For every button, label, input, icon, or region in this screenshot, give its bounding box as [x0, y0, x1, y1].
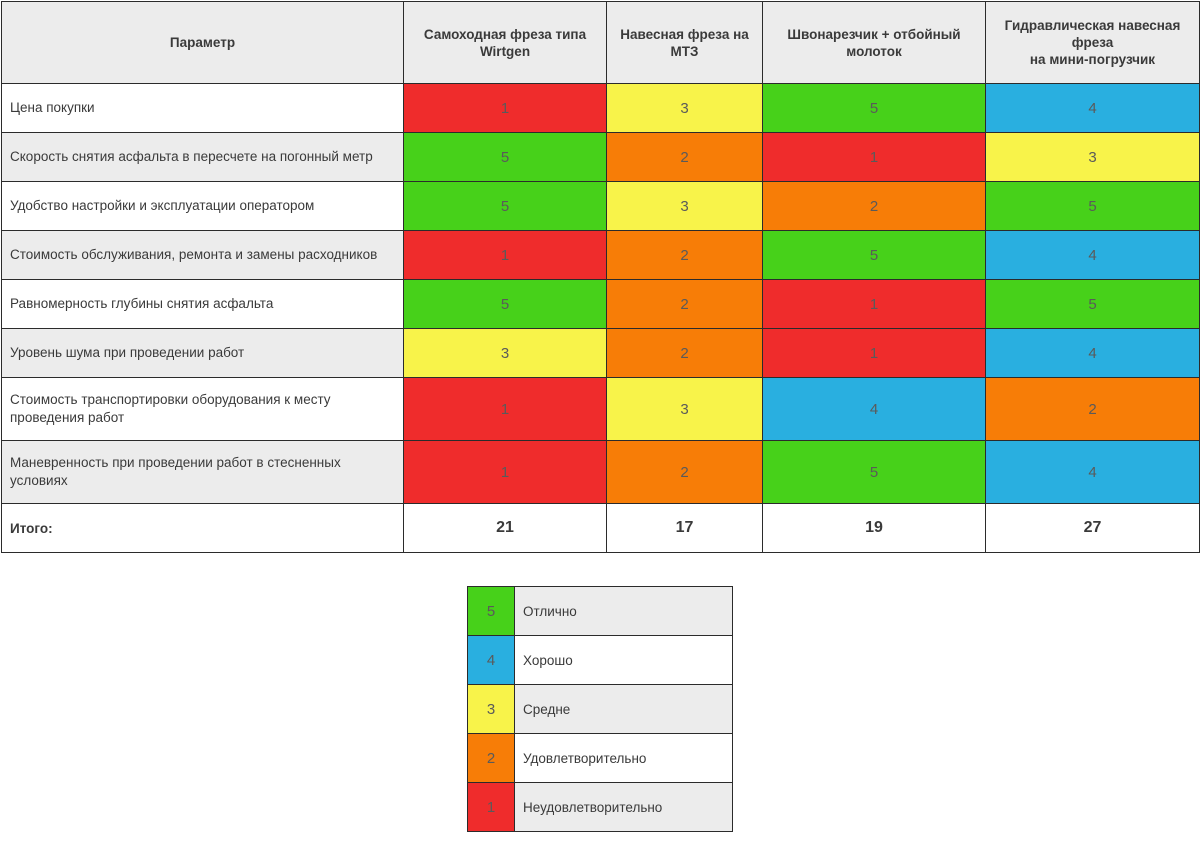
- score-cell: 1: [403, 83, 607, 133]
- score-cell: 1: [403, 377, 607, 441]
- score-cell: 5: [762, 440, 986, 504]
- score-cell: 2: [762, 181, 986, 231]
- legend-value: 4: [467, 635, 515, 685]
- legend-row: 5 Отлично: [467, 586, 733, 636]
- score-cell: 5: [403, 279, 607, 329]
- legend-value: 5: [467, 586, 515, 636]
- header-mtz: Навесная фреза на МТЗ: [606, 1, 763, 84]
- legend-value: 3: [467, 684, 515, 734]
- score-cell: 5: [985, 181, 1200, 231]
- score-cell: 2: [606, 132, 763, 182]
- score-cell: 4: [985, 230, 1200, 280]
- total-cell: 19: [762, 503, 986, 553]
- comparison-table: Параметр Самоходная фреза типа Wirtgen Н…: [1, 1, 1200, 553]
- table-row: Стоимость транспортировки оборудования к…: [1, 377, 1200, 441]
- table-row: Равномерность глубины снятия асфальта 5 …: [1, 279, 1200, 329]
- legend-value: 2: [467, 733, 515, 783]
- header-wirtgen: Самоходная фреза типа Wirtgen: [403, 1, 607, 84]
- score-cell: 4: [985, 328, 1200, 378]
- score-cell: 1: [403, 230, 607, 280]
- score-cell: 3: [403, 328, 607, 378]
- totals-row: Итого: 21 17 19 27: [1, 503, 1200, 553]
- legend-table: 5 Отлично 4 Хорошо 3 Средне 2 Удовлетвор…: [467, 586, 733, 832]
- param-cell: Стоимость транспортировки оборудования к…: [1, 377, 404, 441]
- score-cell: 1: [762, 328, 986, 378]
- legend-row: 1 Неудовлетворительно: [467, 782, 733, 832]
- header-seam-cutter: Швонарезчик + отбойный молоток: [762, 1, 986, 84]
- legend-row: 2 Удовлетворительно: [467, 733, 733, 783]
- table-row: Удобство настройки и эксплуатации операт…: [1, 181, 1200, 231]
- total-cell: 27: [985, 503, 1200, 553]
- table-row: Маневренность при проведении работ в сте…: [1, 440, 1200, 504]
- param-cell: Уровень шума при проведении работ: [1, 328, 404, 378]
- score-cell: 1: [762, 132, 986, 182]
- score-cell: 5: [403, 132, 607, 182]
- score-cell: 1: [762, 279, 986, 329]
- header-parameter: Параметр: [1, 1, 404, 84]
- total-cell: 17: [606, 503, 763, 553]
- score-cell: 4: [762, 377, 986, 441]
- score-cell: 2: [606, 230, 763, 280]
- score-cell: 5: [403, 181, 607, 231]
- header-row: Параметр Самоходная фреза типа Wirtgen Н…: [1, 1, 1200, 84]
- legend-label: Отлично: [514, 586, 733, 636]
- param-cell: Скорость снятия асфальта в пересчете на …: [1, 132, 404, 182]
- score-cell: 4: [985, 440, 1200, 504]
- total-cell: 21: [403, 503, 607, 553]
- score-cell: 2: [985, 377, 1200, 441]
- score-cell: 4: [985, 83, 1200, 133]
- legend-label: Хорошо: [514, 635, 733, 685]
- param-cell: Цена покупки: [1, 83, 404, 133]
- score-cell: 5: [762, 230, 986, 280]
- legend-label: Удовлетворительно: [514, 733, 733, 783]
- score-cell: 3: [606, 377, 763, 441]
- legend-value: 1: [467, 782, 515, 832]
- legend-label: Средне: [514, 684, 733, 734]
- table-row: Уровень шума при проведении работ 3 2 1 …: [1, 328, 1200, 378]
- score-cell: 2: [606, 440, 763, 504]
- legend-label: Неудовлетворительно: [514, 782, 733, 832]
- legend-row: 3 Средне: [467, 684, 733, 734]
- header-hydraulic: Гидравлическая навесная фреза на мини-пог…: [985, 1, 1200, 84]
- param-cell: Равномерность глубины снятия асфальта: [1, 279, 404, 329]
- score-cell: 3: [606, 181, 763, 231]
- score-cell: 3: [985, 132, 1200, 182]
- table-row: Цена покупки 1 3 5 4: [1, 83, 1200, 133]
- legend-row: 4 Хорошо: [467, 635, 733, 685]
- param-cell: Стоимость обслуживания, ремонта и замены…: [1, 230, 404, 280]
- score-cell: 5: [762, 83, 986, 133]
- score-cell: 2: [606, 328, 763, 378]
- param-cell: Удобство настройки и эксплуатации операт…: [1, 181, 404, 231]
- score-cell: 1: [403, 440, 607, 504]
- score-cell: 3: [606, 83, 763, 133]
- score-cell: 2: [606, 279, 763, 329]
- param-cell: Маневренность при проведении работ в сте…: [1, 440, 404, 504]
- table-row: Скорость снятия асфальта в пересчете на …: [1, 132, 1200, 182]
- score-cell: 5: [985, 279, 1200, 329]
- table-row: Стоимость обслуживания, ремонта и замены…: [1, 230, 1200, 280]
- total-label: Итого:: [1, 503, 404, 553]
